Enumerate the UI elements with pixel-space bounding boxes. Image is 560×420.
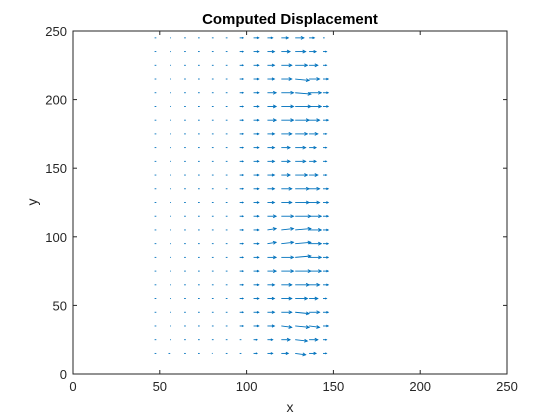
vector-arrow [240,37,243,38]
x-axis-label: x [287,399,294,415]
vector-arrow [323,161,326,162]
vector-arrow [240,270,243,271]
vector-arrow [323,133,326,134]
x-tick-label: 50 [153,379,167,394]
y-tick-label: 250 [45,24,67,39]
vector-arrow [240,147,243,148]
vector-arrow [323,353,326,354]
x-tick-label: 0 [69,379,76,394]
x-tick-label: 250 [496,379,518,394]
vector-arrow [240,161,243,162]
vector-arrow [240,243,243,244]
x-tick-label: 200 [409,379,431,394]
vector-arrow [240,325,243,326]
y-tick-label: 200 [45,93,67,108]
vector-arrow [240,133,243,134]
vector-arrow [240,174,243,175]
vector-arrow [240,106,243,107]
vector-arrow [240,92,243,93]
vector-arrow [323,147,326,148]
vector-arrow [240,257,243,258]
vector-arrow [240,229,243,230]
vector-arrow [323,339,326,340]
vector-arrow [240,216,243,217]
y-tick-label: 150 [45,161,67,176]
vector-arrow [323,174,326,175]
x-tick-label: 100 [236,379,258,394]
vector-arrow [240,78,243,79]
x-tick-label: 150 [323,379,345,394]
vector-arrow [240,312,243,313]
vector-arrow [240,120,243,121]
vector-arrow [240,298,243,299]
y-axis-label: y [24,199,40,206]
vector-arrow [240,188,243,189]
vector-arrow [254,339,257,340]
y-tick-label: 100 [45,230,67,245]
vector-arrow [254,353,257,354]
chart-title: Computed Displacement [202,11,378,28]
y-tick-label: 50 [53,298,67,313]
vector-arrow [240,51,243,52]
vector-arrow [323,65,326,66]
vector-arrow [240,65,243,66]
y-tick-label: 0 [60,367,67,382]
vector-arrow [240,202,243,203]
vector-arrow [323,51,326,52]
vector-arrow [323,298,326,299]
vector-arrow [240,284,243,285]
